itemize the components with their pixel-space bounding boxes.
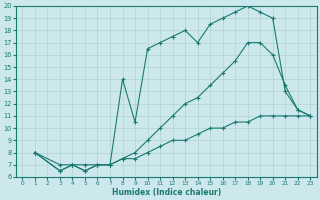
X-axis label: Humidex (Indice chaleur): Humidex (Indice chaleur) <box>112 188 221 197</box>
